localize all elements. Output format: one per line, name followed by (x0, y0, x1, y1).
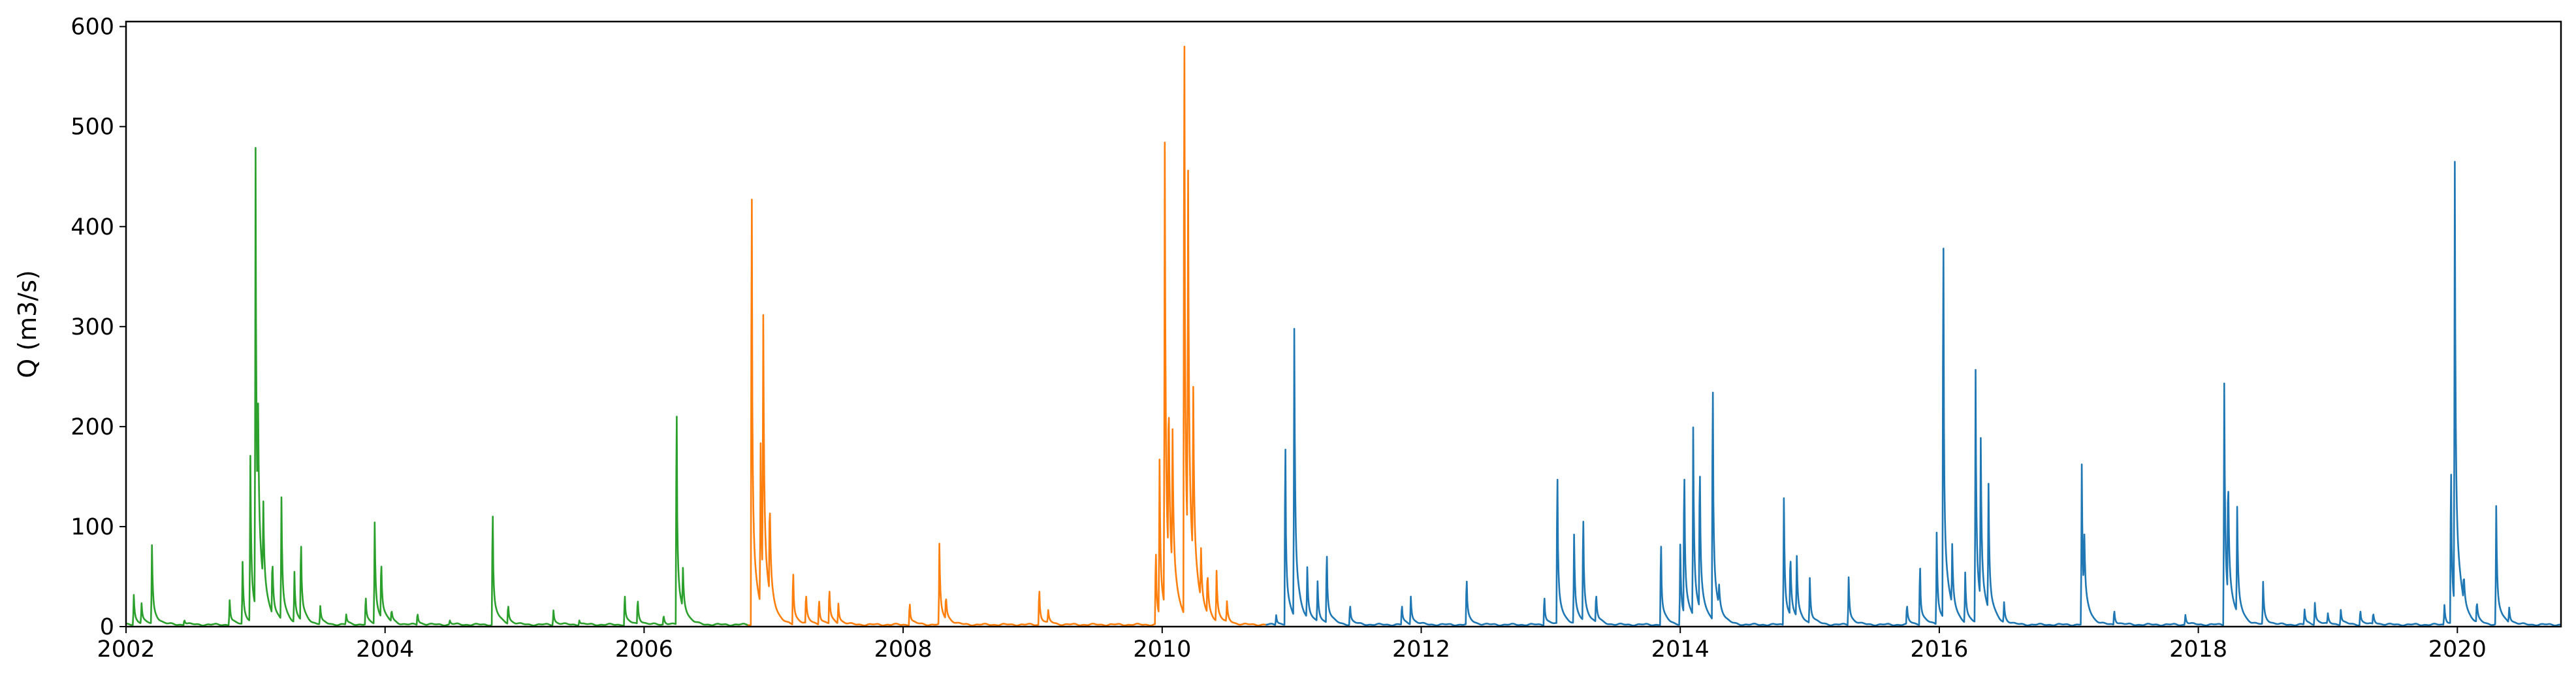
x-tick-label: 2020 (2428, 636, 2487, 663)
x-tick-label: 2014 (1651, 636, 1709, 663)
x-tick-label: 2004 (356, 636, 414, 663)
series-line-1 (125, 147, 748, 627)
y-axis: 0 100 200 300 400 500 600 (71, 14, 126, 640)
plot-area (125, 46, 2562, 627)
x-tick-label: 2006 (615, 636, 673, 663)
y-tick-label: 400 (71, 214, 114, 240)
x-tick-label: 2018 (2169, 636, 2227, 663)
y-tick-label: 300 (71, 314, 114, 340)
series-line-2 (747, 46, 1266, 627)
x-tick-label: 2002 (97, 636, 155, 663)
y-tick-label: 0 (100, 614, 114, 640)
y-tick-label: 200 (71, 414, 114, 440)
x-tick-label: 2008 (874, 636, 932, 663)
y-axis-label: Q (m3/s) (13, 270, 42, 378)
y-tick-label: 500 (71, 114, 114, 140)
x-tick-label: 2012 (1392, 636, 1450, 663)
series-line-3 (1265, 161, 2562, 627)
x-tick-label: 2016 (1910, 636, 1968, 663)
x-tick-label: 2010 (1133, 636, 1191, 663)
x-axis: 2002 2004 2006 2008 2010 2012 2014 2016 2018 2020 (97, 627, 2487, 663)
y-tick-label: 600 (71, 14, 114, 41)
plot-frame (125, 20, 2562, 628)
y-tick-label: 100 (71, 514, 114, 540)
